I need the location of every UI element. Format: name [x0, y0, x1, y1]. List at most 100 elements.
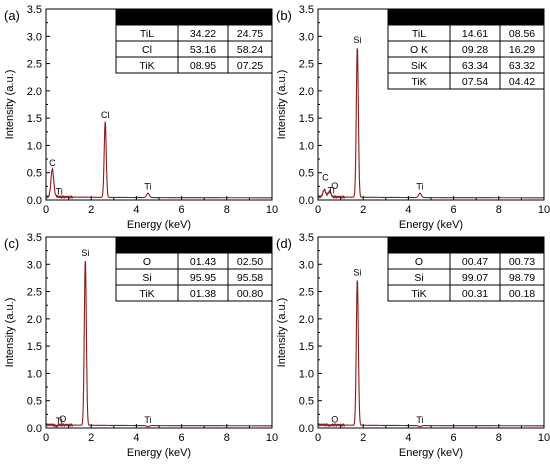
x-axis-label: Energy (keV) — [127, 219, 191, 231]
panel-c: (c) 0 2 4 6 8 10 0.0 0.5 1.0 1.5 2.0 2.5 3.0 3.5 Energy… — [4, 232, 278, 459]
table-header-cell: Wt % — [462, 240, 487, 252]
panel-d: (d) 0 2 4 6 8 10 0.0 0.5 1.0 1.5 2.0 2.5 3.0 3.5 Energy… — [276, 232, 550, 459]
table-cell: TiK — [139, 288, 154, 300]
y-tick-label: 1.5 — [299, 113, 314, 125]
table-cell: 00.47 — [462, 256, 488, 268]
table-cell: 16.29 — [509, 44, 535, 56]
peak-label: Si — [353, 268, 361, 278]
peak-label: Ti — [56, 186, 63, 196]
panel-letter: (b) — [276, 8, 292, 23]
y-tick-label: 2.5 — [27, 287, 42, 299]
table-header-cell: Wt % — [190, 240, 215, 252]
table-header-cell: Element — [400, 12, 439, 24]
peak-label: Si — [81, 248, 89, 258]
x-tick-label: 10 — [266, 204, 278, 216]
peak-label: Ti — [144, 181, 151, 191]
table-header-cell: At % — [511, 240, 533, 252]
table-cell: 58.24 — [237, 44, 263, 56]
table-cell: 01.43 — [190, 256, 216, 268]
y-tick-label: 2.0 — [299, 314, 314, 326]
table-cell: TiK — [411, 76, 426, 88]
x-tick-label: 10 — [266, 432, 278, 444]
table-cell: 00.18 — [509, 288, 535, 300]
y-tick-label: 0.0 — [27, 423, 42, 435]
x-tick-label: 8 — [224, 204, 230, 216]
x-tick-label: 0 — [315, 432, 321, 444]
table-cell: 00.73 — [509, 256, 535, 268]
y-tick-label: 0.0 — [299, 195, 314, 207]
peak-label: Cl — [101, 110, 110, 120]
x-tick-label: 2 — [360, 432, 366, 444]
y-tick-label: 3.5 — [299, 232, 314, 244]
y-tick-label: 3.0 — [27, 259, 42, 271]
table-cell: 07.54 — [462, 76, 488, 88]
table-cell: TiK — [139, 60, 154, 72]
panel-letter: (c) — [4, 236, 19, 251]
y-tick-label: 3.0 — [27, 31, 42, 43]
peak-label: Ti — [416, 181, 423, 191]
peak-label: O — [59, 414, 66, 424]
table-header-bg — [388, 9, 544, 25]
y-tick-label: 1.0 — [27, 140, 42, 152]
peak-label: O — [331, 414, 338, 424]
y-tick-label: 0.5 — [299, 168, 314, 180]
peak-label: Ti — [144, 415, 151, 425]
spectrum-line — [45, 261, 272, 428]
table-cell: 98.79 — [509, 272, 535, 284]
y-tick-label: 0.5 — [299, 396, 314, 408]
table-cell: Si — [414, 272, 423, 284]
x-tick-label: 0 — [315, 204, 321, 216]
table-cell: Cl — [142, 44, 152, 56]
x-tick-label: 4 — [405, 204, 411, 216]
x-tick-label: 4 — [405, 432, 411, 444]
table-cell: SiK — [411, 60, 427, 72]
table-cell: 53.16 — [190, 44, 216, 56]
table-cell: 99.07 — [462, 272, 488, 284]
table-cell: 34.22 — [190, 28, 216, 40]
table-header-cell: At % — [239, 240, 261, 252]
x-tick-label: 0 — [43, 204, 49, 216]
y-tick-label: 3.5 — [299, 4, 314, 16]
composition-table: Element Wt % At % TiL 34.22 24.75 Cl 53.16 58.24… — [115, 8, 273, 74]
x-tick-label: 6 — [179, 432, 185, 444]
x-tick-label: 8 — [224, 432, 230, 444]
peak-label: O — [331, 181, 338, 191]
table-cell: 14.61 — [462, 28, 488, 40]
table-cell: 95.95 — [190, 272, 216, 284]
table-header-cell: Element — [128, 12, 167, 24]
table-header-bg — [116, 237, 272, 253]
table-cell: TiL — [412, 28, 426, 40]
spectrum-line — [317, 48, 544, 200]
x-tick-label: 8 — [496, 432, 502, 444]
x-axis-label: Energy (keV) — [127, 447, 191, 459]
table-cell: TiL — [140, 28, 154, 40]
peak-label: Ti — [416, 415, 423, 425]
table-cell: 08.56 — [509, 28, 535, 40]
y-tick-label: 2.0 — [27, 86, 42, 98]
y-tick-label: 2.0 — [299, 86, 314, 98]
x-tick-label: 6 — [451, 204, 457, 216]
table-cell: 09.28 — [462, 44, 488, 56]
y-tick-label: 2.5 — [299, 59, 314, 71]
table-cell: O — [415, 256, 423, 268]
x-tick-label: 2 — [88, 204, 94, 216]
table-header-cell: Wt % — [462, 12, 487, 24]
y-tick-label: 3.5 — [27, 4, 42, 16]
y-axis-label: Intensity (a.u.) — [276, 298, 288, 368]
panel-b: (b) 0 2 4 6 8 10 0.0 0.5 1.0 1.5 2.0 2.5 3.0 3.5 Energy… — [276, 4, 550, 231]
y-tick-label: 0.5 — [27, 168, 42, 180]
x-tick-label: 10 — [538, 432, 550, 444]
table-cell: TiK — [411, 288, 426, 300]
y-tick-label: 1.5 — [27, 341, 42, 353]
table-header-cell: Element — [128, 240, 167, 252]
peak-label: Ti — [328, 186, 335, 196]
peak-label: Ti — [56, 416, 63, 426]
y-tick-label: 1.5 — [27, 113, 42, 125]
table-cell: 24.75 — [237, 28, 263, 40]
table-header-bg — [116, 9, 272, 25]
x-tick-label: 6 — [451, 432, 457, 444]
x-axis-label: Energy (keV) — [399, 219, 463, 231]
panel-letter: (d) — [276, 236, 292, 251]
table-cell: 08.95 — [190, 60, 216, 72]
